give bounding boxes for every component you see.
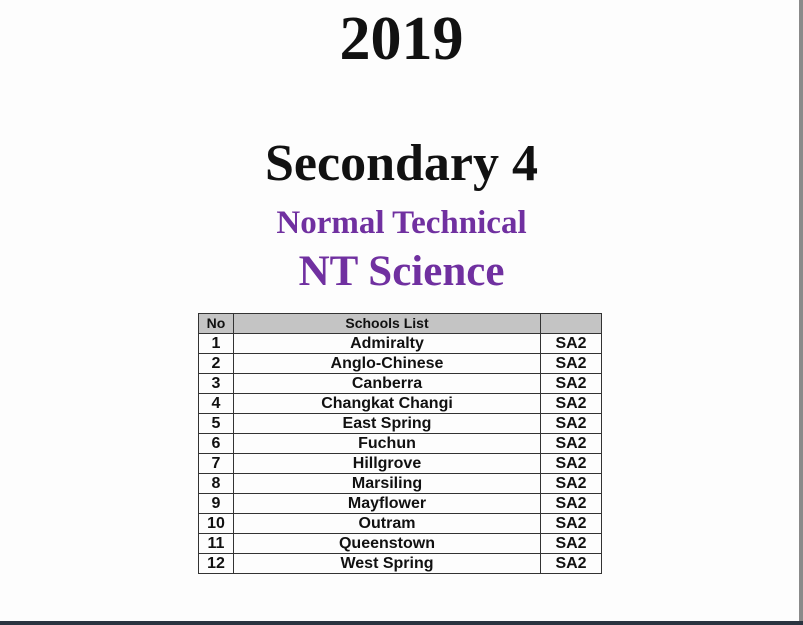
- cell-school: Mayflower: [233, 493, 541, 514]
- cell-no: 5: [198, 413, 234, 434]
- subject-heading: NT Science: [298, 248, 505, 295]
- cell-no: 10: [198, 513, 234, 534]
- taskbar-edge: [0, 621, 803, 625]
- cell-no: 8: [198, 473, 234, 494]
- table-row: 1 Admiralty SA2: [198, 333, 602, 354]
- cell-exam: SA2: [540, 433, 602, 454]
- cell-no: 11: [198, 533, 234, 554]
- cell-exam: SA2: [540, 373, 602, 394]
- cell-no: 3: [198, 373, 234, 394]
- header-schools: Schools List: [233, 313, 541, 334]
- cell-no: 2: [198, 353, 234, 374]
- table-row: 4 Changkat Changi SA2: [198, 393, 602, 414]
- cell-school: Outram: [233, 513, 541, 534]
- cell-school: Queenstown: [233, 533, 541, 554]
- cell-school: Fuchun: [233, 433, 541, 454]
- table-row: 6 Fuchun SA2: [198, 433, 602, 454]
- table-row: 12 West Spring SA2: [198, 553, 602, 574]
- cell-exam: SA2: [540, 553, 602, 574]
- cell-exam: SA2: [540, 353, 602, 374]
- cell-exam: SA2: [540, 333, 602, 354]
- cell-no: 7: [198, 453, 234, 474]
- cell-exam: SA2: [540, 493, 602, 514]
- window-edge: [799, 0, 803, 622]
- cell-school: Admiralty: [233, 333, 541, 354]
- table-row: 10 Outram SA2: [198, 513, 602, 534]
- cell-school: Marsiling: [233, 473, 541, 494]
- table-header: No Schools List: [198, 313, 602, 334]
- table-row: 11 Queenstown SA2: [198, 533, 602, 554]
- stream-heading: Normal Technical: [276, 205, 527, 241]
- cell-school: Canberra: [233, 373, 541, 394]
- header-exam: [540, 313, 602, 334]
- cell-no: 4: [198, 393, 234, 414]
- table-row: 7 Hillgrove SA2: [198, 453, 602, 474]
- grade-heading: Secondary 4: [265, 135, 538, 192]
- table-row: 5 East Spring SA2: [198, 413, 602, 434]
- cell-no: 9: [198, 493, 234, 514]
- cell-exam: SA2: [540, 473, 602, 494]
- cell-exam: SA2: [540, 413, 602, 434]
- cell-school: Changkat Changi: [233, 393, 541, 414]
- table-row: 3 Canberra SA2: [198, 373, 602, 394]
- header-no: No: [198, 313, 234, 334]
- cell-no: 1: [198, 333, 234, 354]
- cell-school: East Spring: [233, 413, 541, 434]
- table-row: 9 Mayflower SA2: [198, 493, 602, 514]
- cell-school: Hillgrove: [233, 453, 541, 474]
- cell-no: 12: [198, 553, 234, 574]
- cell-school: Anglo-Chinese: [233, 353, 541, 374]
- schools-table: No Schools List 1 Admiralty SA2 2 Anglo-Chin…: [198, 313, 602, 574]
- cell-exam: SA2: [540, 453, 602, 474]
- cell-exam: SA2: [540, 513, 602, 534]
- cell-school: West Spring: [233, 553, 541, 574]
- cell-exam: SA2: [540, 393, 602, 414]
- cell-exam: SA2: [540, 533, 602, 554]
- table-row: 8 Marsiling SA2: [198, 473, 602, 494]
- cell-no: 6: [198, 433, 234, 454]
- table-row: 2 Anglo-Chinese SA2: [198, 353, 602, 374]
- year-heading: 2019: [339, 5, 464, 73]
